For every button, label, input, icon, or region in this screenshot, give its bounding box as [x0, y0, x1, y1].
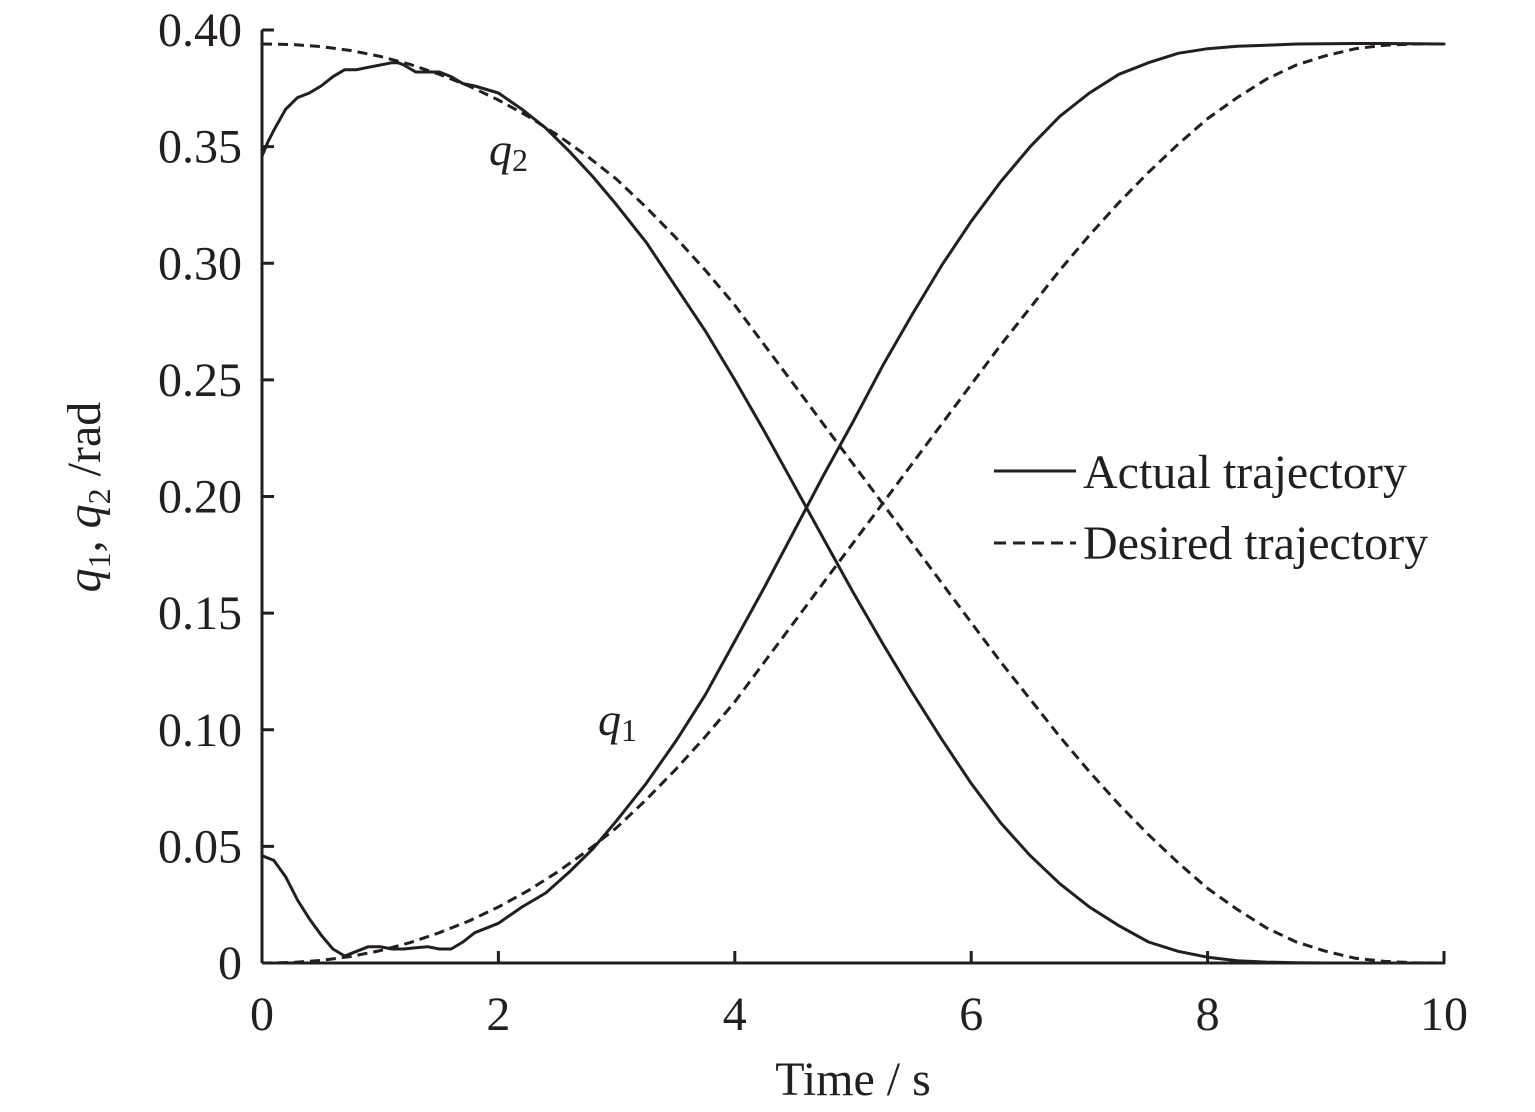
x-tick-label: 4	[723, 988, 747, 1041]
x-ticks: 0 2 4 6 8 10	[250, 951, 1468, 1041]
x-tick-label: 8	[1196, 988, 1220, 1041]
y-tick-label: 0.30	[158, 237, 242, 290]
y-tick-label: 0.20	[158, 471, 242, 524]
y-tick-label: 0.15	[158, 587, 242, 640]
y-ticks: 0 0.05 0.10 0.15 0.20 0.25 0.30 0.35 0.40	[158, 4, 274, 990]
series-line-q2-solid	[260, 61, 1446, 965]
curve-label-q1-sub: 1	[621, 712, 637, 748]
x-tick-label: 6	[959, 988, 983, 1041]
y-axis-title-sym1: q	[58, 568, 111, 592]
curve-label-q1: q1	[598, 694, 637, 748]
y-axis-title-sep: ,	[58, 528, 111, 552]
y-tick-label: 0.10	[158, 704, 242, 757]
x-tick-label: 10	[1420, 988, 1468, 1041]
series-line-q2-dashed	[261, 42, 1445, 965]
y-tick-label: 0	[218, 937, 242, 990]
curve-label-q2: q2	[489, 124, 528, 178]
legend: Actual trajectory Desired trajectory	[994, 446, 1428, 570]
x-tick-label: 0	[250, 988, 274, 1041]
y-axis-title-unit: /rad	[58, 402, 111, 489]
curve-label-q2-sub: 2	[512, 142, 528, 178]
series-line-q1-dashed	[261, 42, 1444, 965]
y-tick-label: 0.25	[158, 354, 242, 407]
y-axis-title: q1, q2 /rad	[58, 402, 117, 593]
curve-label-q1-sym: q	[598, 694, 621, 745]
x-axis-title: Time / s	[775, 1053, 931, 1106]
y-axis-title-sym2: q	[58, 504, 111, 528]
y-axis-title-sub2: 2	[81, 488, 117, 504]
y-tick-label: 0.35	[158, 121, 242, 174]
y-axis-title-sub1: 1	[81, 552, 117, 568]
curve-label-q2-sym: q	[489, 124, 512, 175]
y-tick-label: 0.40	[158, 4, 242, 57]
series-layer	[260, 42, 1446, 965]
legend-label-desired: Desired trajectory	[1083, 517, 1428, 570]
legend-label-actual: Actual trajectory	[1083, 446, 1407, 499]
y-tick-label: 0.05	[158, 820, 242, 873]
series-line-q1-solid	[260, 42, 1446, 958]
x-tick-label: 2	[486, 988, 510, 1041]
